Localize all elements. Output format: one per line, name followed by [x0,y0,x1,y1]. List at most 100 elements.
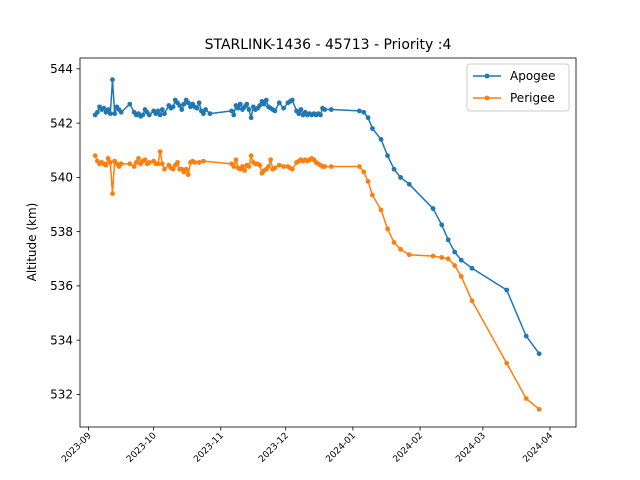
perigee-data-point [281,164,286,169]
perigee-data-point [328,164,334,169]
y-tick-label: 532 [50,388,73,402]
apogee-data-point [439,222,445,228]
perigee-data-point [398,246,403,252]
apogee-data-point [207,111,213,117]
apogee-data-point [194,105,200,111]
perigee-data-point [458,274,464,279]
perigee-data-point [157,149,163,155]
y-tick-label: 540 [50,171,73,185]
apogee-data-point [110,77,115,83]
perigee-data-point [276,162,282,168]
perigee-data-point [155,161,161,167]
apogee-data-point [469,265,475,271]
apogee-data-point [237,101,243,107]
apogee-data-point [398,174,403,180]
apogee-data-point [445,237,451,243]
apogee-data-point [406,181,412,187]
apogee-data-point [244,101,250,107]
apogee-data-point [296,111,302,117]
legend: Apogee Perigee [466,63,570,112]
perigee-data-point [272,165,278,171]
perigee-data-point [231,164,237,169]
legend-perigee-label: Perigee [510,91,555,105]
perigee-data-point [110,191,115,197]
apogee-data-point [159,107,165,112]
plot-frame [79,57,577,428]
perigee-data-point [289,166,295,172]
perigee-data-point [439,255,445,260]
perigee-data-point [523,396,529,401]
apogee-data-point [298,107,304,112]
apogee-data-point [229,108,235,114]
perigee-data-point [103,162,109,168]
perigee-data-point [266,164,271,169]
apogee-data-point [196,100,202,106]
perigee-data-point [378,207,384,213]
apogee-data-point [536,351,542,357]
perigee-data-point [242,168,248,174]
apogee-data-point [185,100,191,106]
apogee-data-point [276,100,282,106]
apogee-data-point [170,104,176,110]
apogee-data-point [452,249,458,255]
perigee-data-point [201,158,206,164]
perigee-data-point [107,160,113,165]
perigee-data-point [268,157,273,163]
perigee-data-point [185,172,191,178]
y-axis-label: Altitude (km) [25,203,39,282]
apogee-data-point [523,333,529,339]
apogee-data-point [146,112,152,118]
legend-apogee-marker [484,73,490,79]
apogee-data-point [365,115,371,121]
perigee-data-point [92,153,98,159]
apogee-data-point [181,101,187,107]
apogee-data-point [107,111,113,117]
perigee-data-point [196,160,202,165]
perigee-data-point [105,155,111,161]
plot-area [80,58,576,427]
perigee-data-point [240,164,245,169]
perigee-data-point [430,253,436,259]
perigee-data-point [170,166,176,172]
apogee-data-point [504,287,510,293]
apogee-data-point [162,111,167,117]
apogee-data-point [157,112,163,118]
perigee-data-point [536,406,542,412]
apogee-data-point [112,111,118,117]
apogee-data-point [322,107,328,112]
apogee-data-point [430,206,436,211]
perigee-data-point [133,160,139,165]
perigee-data-point [385,226,390,232]
perigee-data-point [175,160,180,165]
perigee-data-point [452,263,458,268]
apogee-data-point [458,257,464,263]
apogee-data-point [263,97,269,103]
perigee-data-point [322,164,328,169]
apogee-data-point [318,112,323,118]
perigee-data-point [233,157,239,163]
apogee-data-point [235,105,241,111]
apogee-data-point [101,105,107,111]
apogee-data-point [140,112,146,118]
legend-perigee-marker [484,95,490,101]
apogee-data-point [328,107,334,112]
apogee-data-point [94,109,100,115]
perigee-data-point [159,161,165,167]
perigee-data-point [142,157,148,163]
series-layer [92,77,542,412]
apogee-data-point [179,107,185,112]
perigee-data-point [246,164,252,169]
y-tick-label: 536 [50,279,73,293]
apogee-data-point [201,111,206,117]
y-tick-label: 542 [50,116,73,130]
perigee-data-point [183,166,189,172]
perigee-data-point [257,162,263,168]
apogee-data-point [385,153,390,159]
perigee-data-point [445,256,451,262]
apogee-data-point [246,107,252,112]
y-axis: 532 534 536 538 540 542 544 [50,62,80,402]
perigee-data-point [131,164,137,169]
perigee-data-point [370,192,375,198]
apogee-data-point [391,166,397,172]
